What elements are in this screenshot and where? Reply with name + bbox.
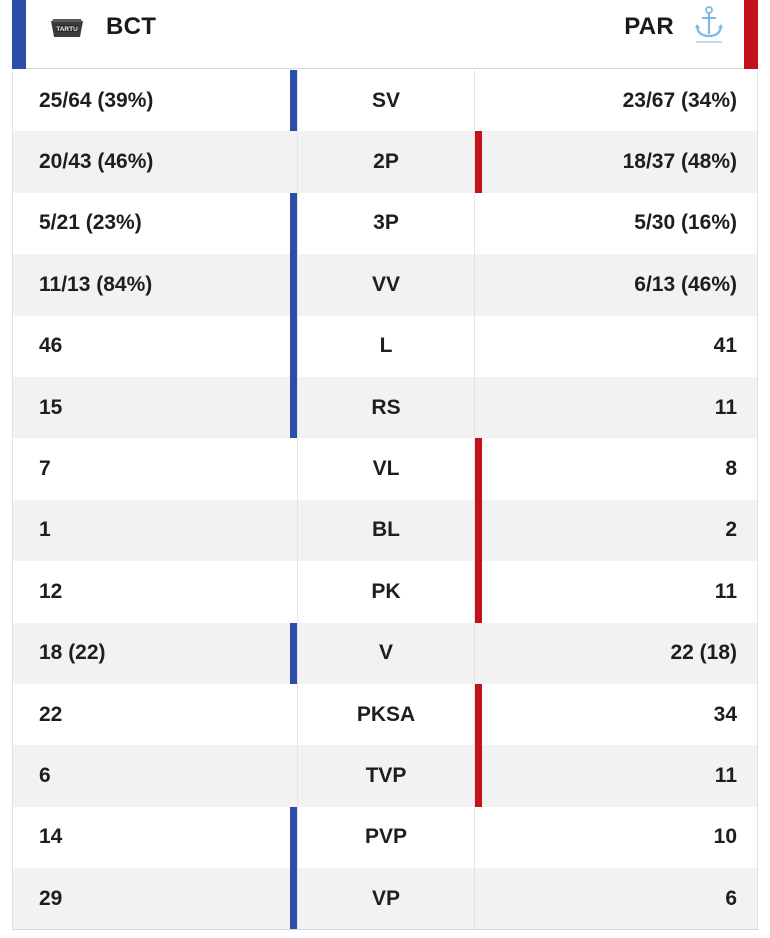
stat-label: PKSA xyxy=(297,683,475,746)
stat-label: SV xyxy=(297,70,475,132)
home-stat-value: 29 xyxy=(39,886,63,910)
away-leader-bar xyxy=(475,683,482,746)
away-leader-bar xyxy=(475,438,482,500)
tartu-club-logo-icon: TARTU xyxy=(51,19,83,37)
away-stat-value: 23/67 (34%) xyxy=(622,88,737,112)
stat-row: 11/13 (84%) VV 6/13 (46%) xyxy=(13,254,757,316)
stats-header: TARTU BCT PAR xyxy=(12,0,758,69)
away-stat-value: 11 xyxy=(714,579,737,603)
stat-row: 15 RS 11 xyxy=(13,376,757,439)
stat-label: 3P xyxy=(297,192,475,255)
stat-row: 14 PVP 10 xyxy=(13,806,757,869)
home-stat-value: 12 xyxy=(39,579,63,603)
home-stat-value: 46 xyxy=(39,334,63,358)
table-bottom-divider xyxy=(12,929,758,930)
stat-row: 1 BL 2 xyxy=(13,499,757,562)
anchor-logo-icon xyxy=(695,6,723,43)
home-leader-bar xyxy=(290,622,297,684)
away-leader-bar xyxy=(475,499,482,562)
stat-row: 20/43 (46%) 2P 18/37 (48%) xyxy=(13,131,757,193)
home-color-bar xyxy=(12,0,26,69)
away-stat-value: 5/30 (16%) xyxy=(634,211,737,235)
away-stat-value: 11 xyxy=(714,395,737,419)
home-leader-bar xyxy=(290,254,297,316)
away-leader-bar xyxy=(475,561,482,623)
stat-row: 29 VP 6 xyxy=(13,868,757,930)
stat-row: 18 (22) V 22 (18) xyxy=(13,622,757,684)
away-stat-value: 11 xyxy=(714,763,737,787)
stat-label: PVP xyxy=(297,806,475,869)
home-stat-value: 6 xyxy=(39,763,51,787)
stat-row: 5/21 (23%) 3P 5/30 (16%) xyxy=(13,192,757,255)
stat-label: VV xyxy=(297,254,475,316)
stat-label: VP xyxy=(297,868,475,930)
home-leader-bar xyxy=(290,868,297,930)
home-stat-value: 1 xyxy=(39,518,51,542)
stat-label: L xyxy=(297,315,475,377)
away-stat-value: 22 (18) xyxy=(670,641,737,665)
home-leader-bar xyxy=(290,192,297,255)
home-stat-value: 5/21 (23%) xyxy=(39,211,142,235)
away-stat-value: 6 xyxy=(725,886,737,910)
away-team-name: PAR xyxy=(624,13,674,40)
home-stat-value: 20/43 (46%) xyxy=(39,150,154,174)
home-leader-bar xyxy=(290,376,297,439)
stat-label: VL xyxy=(297,438,475,500)
away-stat-value: 41 xyxy=(713,334,737,358)
home-stat-value: 22 xyxy=(39,702,63,726)
home-stat-value: 11/13 (84%) xyxy=(39,272,153,296)
home-logo-text: TARTU xyxy=(56,26,78,33)
home-stat-value: 14 xyxy=(39,825,63,849)
away-stat-value: 2 xyxy=(725,518,737,542)
home-leader-bar xyxy=(290,806,297,869)
away-stat-value: 8 xyxy=(725,457,737,481)
home-stat-value: 25/64 (39%) xyxy=(39,88,154,112)
stat-row: 25/64 (39%) SV 23/67 (34%) xyxy=(13,70,757,132)
away-leader-bar xyxy=(475,745,482,807)
away-stat-value: 18/37 (48%) xyxy=(622,150,737,174)
stat-label: BL xyxy=(297,499,475,562)
stat-row: 12 PK 11 xyxy=(13,561,757,623)
stat-label: PK xyxy=(297,561,475,623)
stat-row: 6 TVP 11 xyxy=(13,745,757,807)
home-stat-value: 7 xyxy=(39,457,51,481)
stats-table: 25/64 (39%) SV 23/67 (34%) 20/43 (46%) 2P 18/… xyxy=(12,70,758,930)
home-leader-bar xyxy=(290,315,297,377)
stat-row: 46 L 41 xyxy=(13,315,757,377)
stat-row: 22 PKSA 34 xyxy=(13,683,757,746)
home-stat-value: 18 (22) xyxy=(39,641,106,665)
away-stat-value: 6/13 (46%) xyxy=(634,272,737,296)
stat-label: TVP xyxy=(297,745,475,807)
stat-label: V xyxy=(297,622,475,684)
away-color-bar xyxy=(744,0,758,69)
away-leader-bar xyxy=(475,131,482,193)
stat-label: RS xyxy=(297,376,475,439)
away-stat-value: 34 xyxy=(713,702,737,726)
home-team-name: BCT xyxy=(106,13,157,40)
home-stat-value: 15 xyxy=(39,395,63,419)
stat-label: 2P xyxy=(297,131,475,193)
away-stat-value: 10 xyxy=(713,825,737,849)
home-leader-bar xyxy=(290,70,297,132)
stat-row: 7 VL 8 xyxy=(13,438,757,500)
